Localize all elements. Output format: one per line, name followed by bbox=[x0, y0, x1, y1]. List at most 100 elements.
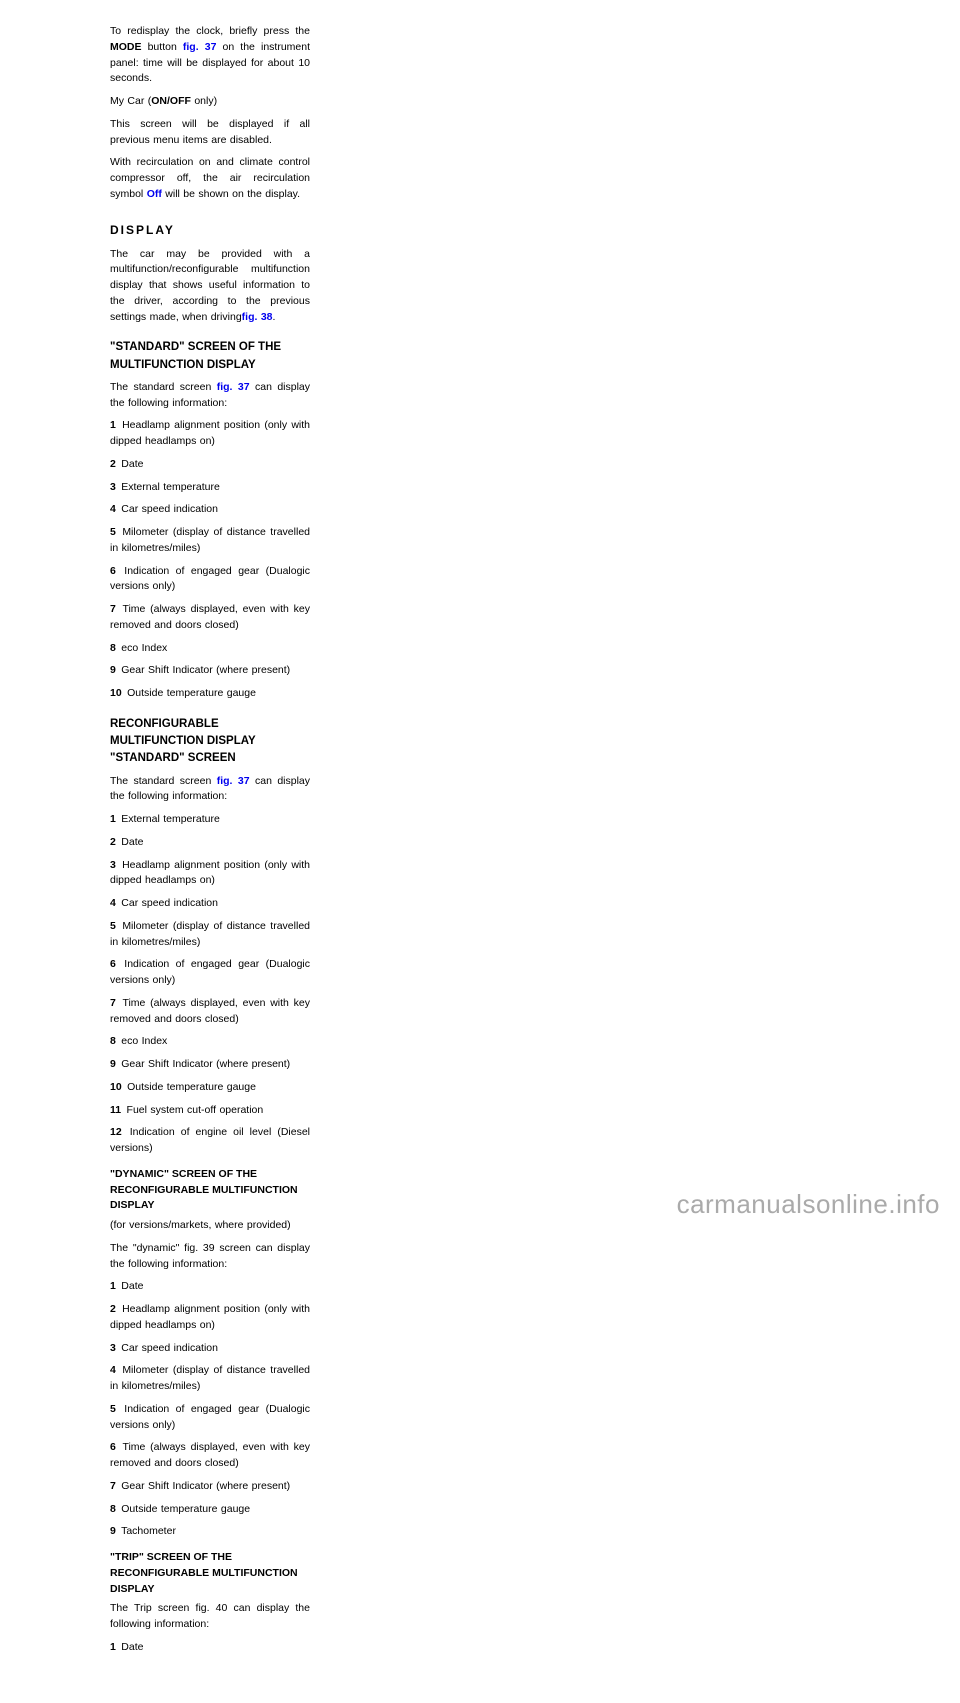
item-text: Indication of engaged gear (Dualogic ver… bbox=[110, 565, 310, 593]
text: . bbox=[273, 311, 276, 323]
document-page: To redisplay the clock, briefly press th… bbox=[0, 0, 960, 1703]
list-item: 4 Car speed indication bbox=[110, 896, 310, 912]
item-num: 11 bbox=[110, 1104, 121, 1116]
item-num: 2 bbox=[110, 836, 116, 848]
item-text: Date bbox=[121, 836, 143, 848]
list-item: 12 Indication of engine oil level (Diese… bbox=[110, 1125, 310, 1157]
subheading-dynamic: "DYNAMIC" SCREEN OF THE RECONFIGURABLE M… bbox=[110, 1167, 310, 1214]
item-num: 2 bbox=[110, 458, 116, 470]
list-item: 10 Outside temperature gauge bbox=[110, 686, 310, 702]
item-text: Fuel system cut-off operation bbox=[127, 1104, 264, 1116]
text: button bbox=[142, 41, 183, 53]
item-num: 3 bbox=[110, 859, 116, 871]
list-item: 9 Gear Shift Indicator (where present) bbox=[110, 663, 310, 679]
text: My Car ( bbox=[110, 95, 151, 107]
link-fig-37[interactable]: fig. 37 bbox=[183, 41, 217, 53]
list-item: 9 Tachometer bbox=[110, 1524, 310, 1540]
link-off[interactable]: Off bbox=[147, 188, 162, 200]
list-item: 5 Indication of engaged gear (Dualogic v… bbox=[110, 1402, 310, 1434]
list-item: 11 Fuel system cut-off operation bbox=[110, 1103, 310, 1119]
item-text: eco Index bbox=[121, 642, 167, 654]
heading-display: DISPLAY bbox=[110, 221, 310, 239]
item-num: 5 bbox=[110, 526, 116, 538]
list-item: 6 Time (always displayed, even with key … bbox=[110, 1440, 310, 1472]
item-text: Gear Shift Indicator (where present) bbox=[121, 1058, 290, 1070]
item-num: 6 bbox=[110, 958, 116, 970]
item-text: Car speed indication bbox=[121, 1342, 218, 1354]
item-text: Date bbox=[121, 458, 143, 470]
list-item: 7 Time (always displayed, even with key … bbox=[110, 602, 310, 634]
list-item: 3 Headlamp alignment position (only with… bbox=[110, 858, 310, 890]
link-fig-37[interactable]: fig. 37 bbox=[217, 775, 250, 787]
list-item: 2 Date bbox=[110, 457, 310, 473]
item-text: Gear Shift Indicator (where present) bbox=[121, 1480, 290, 1492]
list-item: 7 Time (always displayed, even with key … bbox=[110, 996, 310, 1028]
item-num: 10 bbox=[110, 1081, 122, 1093]
list-item: 8 Outside temperature gauge bbox=[110, 1502, 310, 1518]
item-num: 10 bbox=[110, 687, 122, 699]
subheading-trip: "TRIP" SCREEN OF THE RECONFIGURABLE MULT… bbox=[110, 1550, 310, 1597]
list-item: 8 eco Index bbox=[110, 641, 310, 657]
item-text: Time (always displayed, even with key re… bbox=[110, 1441, 310, 1469]
item-num: 7 bbox=[110, 997, 116, 1009]
subheading-reconfigurable-standard: RECONFIGURABLE MULTIFUNCTION DISPLAY "ST… bbox=[110, 716, 310, 768]
paragraph-trip-screen: The Trip screen fig. 40 can display the … bbox=[110, 1601, 310, 1633]
list-item: 6 Indication of engaged gear (Dualogic v… bbox=[110, 957, 310, 989]
item-num: 3 bbox=[110, 1342, 116, 1354]
item-text: Time (always displayed, even with key re… bbox=[110, 603, 310, 631]
item-num: 12 bbox=[110, 1126, 122, 1138]
item-text: Milometer (display of distance travelled… bbox=[110, 526, 310, 554]
item-text: Headlamp alignment position (only with d… bbox=[110, 859, 310, 887]
bold-onoff: ON/OFF bbox=[151, 95, 191, 107]
item-num: 7 bbox=[110, 603, 116, 615]
item-num: 4 bbox=[110, 897, 116, 909]
item-text: Indication of engaged gear (Dualogic ver… bbox=[110, 958, 310, 986]
item-text: Headlamp alignment position (only with d… bbox=[110, 419, 310, 447]
item-num: 8 bbox=[110, 1035, 116, 1047]
list-item: 8 eco Index bbox=[110, 1034, 310, 1050]
list-item: 5 Milometer (display of distance travell… bbox=[110, 525, 310, 557]
item-text: Car speed indication bbox=[121, 897, 218, 909]
text: The car may be provided with a multifunc… bbox=[110, 248, 310, 323]
text: To redisplay the clock, briefly press th… bbox=[110, 25, 310, 37]
list-item: 6 Indication of engaged gear (Dualogic v… bbox=[110, 564, 310, 596]
item-num: 1 bbox=[110, 1641, 116, 1653]
paragraph-versions-markets: (for versions/markets, where provided) bbox=[110, 1218, 310, 1234]
paragraph-standard-screen: The standard screen fig. 37 can display … bbox=[110, 380, 310, 412]
item-text: Date bbox=[121, 1280, 143, 1292]
link-fig-37[interactable]: fig. 37 bbox=[217, 381, 250, 393]
list-item: 9 Gear Shift Indicator (where present) bbox=[110, 1057, 310, 1073]
item-num: 3 bbox=[110, 481, 116, 493]
item-num: 5 bbox=[110, 920, 116, 932]
watermark-text: carmanualsonline.info bbox=[677, 1185, 940, 1224]
subheading-standard-multifunction: "STANDARD" SCREEN OF THE MULTIFUNCTION D… bbox=[110, 339, 310, 374]
item-num: 1 bbox=[110, 419, 116, 431]
item-text: Outside temperature gauge bbox=[127, 687, 256, 699]
item-text: External temperature bbox=[121, 813, 220, 825]
item-num: 9 bbox=[110, 1058, 116, 1070]
paragraph-display-intro: The car may be provided with a multifunc… bbox=[110, 247, 310, 326]
paragraph-disabled-items: This screen will be displayed if all pre… bbox=[110, 117, 310, 149]
text: only) bbox=[191, 95, 217, 107]
list-item: 2 Date bbox=[110, 835, 310, 851]
item-text: Indication of engine oil level (Diesel v… bbox=[110, 1126, 310, 1154]
item-num: 2 bbox=[110, 1303, 116, 1315]
item-num: 1 bbox=[110, 813, 116, 825]
item-num: 7 bbox=[110, 1480, 116, 1492]
link-fig-38[interactable]: fig. 38 bbox=[242, 311, 273, 323]
bold-mode: MODE bbox=[110, 41, 142, 53]
item-num: 9 bbox=[110, 664, 116, 676]
item-num: 9 bbox=[110, 1525, 116, 1537]
item-num: 4 bbox=[110, 1364, 116, 1376]
item-num: 4 bbox=[110, 503, 116, 515]
list-item: 1 Date bbox=[110, 1279, 310, 1295]
list-item: 3 External temperature bbox=[110, 480, 310, 496]
item-text: Date bbox=[121, 1641, 143, 1653]
paragraph-reconfig-standard: The standard screen fig. 37 can display … bbox=[110, 774, 310, 806]
item-num: 5 bbox=[110, 1403, 116, 1415]
item-num: 6 bbox=[110, 565, 116, 577]
item-text: Milometer (display of distance travelled… bbox=[110, 1364, 310, 1392]
paragraph-recirculation: With recirculation on and climate contro… bbox=[110, 155, 310, 202]
list-item: 1 Headlamp alignment position (only with… bbox=[110, 418, 310, 450]
list-item: 1 Date bbox=[110, 1640, 310, 1656]
